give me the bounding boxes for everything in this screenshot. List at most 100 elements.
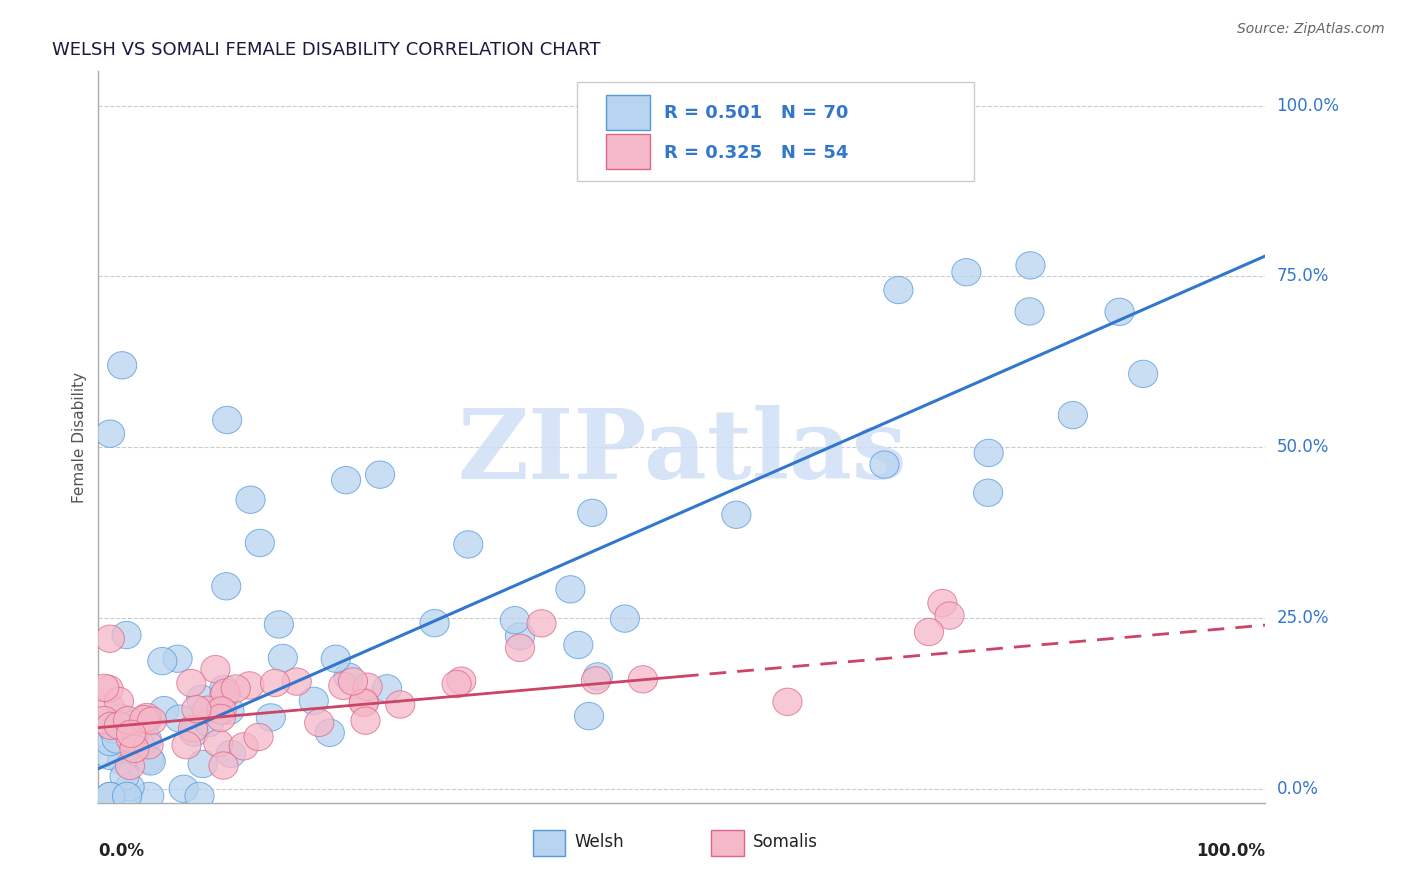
Ellipse shape	[108, 351, 136, 379]
Ellipse shape	[575, 702, 603, 730]
Ellipse shape	[115, 773, 145, 801]
Ellipse shape	[321, 645, 350, 673]
Ellipse shape	[132, 706, 162, 734]
Ellipse shape	[94, 675, 124, 703]
Text: ZIPatlas: ZIPatlas	[457, 405, 907, 499]
Ellipse shape	[96, 625, 125, 652]
Ellipse shape	[447, 667, 475, 694]
Ellipse shape	[914, 618, 943, 646]
Ellipse shape	[112, 782, 142, 810]
Ellipse shape	[229, 732, 259, 760]
Ellipse shape	[125, 731, 155, 759]
Ellipse shape	[129, 706, 159, 732]
Ellipse shape	[138, 707, 166, 734]
Ellipse shape	[204, 730, 233, 757]
Ellipse shape	[245, 723, 273, 750]
Ellipse shape	[578, 500, 607, 526]
Ellipse shape	[96, 693, 124, 721]
Ellipse shape	[245, 529, 274, 557]
Ellipse shape	[96, 742, 125, 770]
FancyBboxPatch shape	[606, 134, 651, 169]
Ellipse shape	[115, 752, 145, 780]
Ellipse shape	[117, 711, 146, 739]
Ellipse shape	[207, 705, 235, 731]
Ellipse shape	[221, 675, 250, 702]
Ellipse shape	[169, 775, 198, 803]
Ellipse shape	[335, 663, 363, 690]
Ellipse shape	[217, 740, 246, 767]
Ellipse shape	[90, 674, 120, 701]
Ellipse shape	[1105, 298, 1135, 326]
Text: Somalis: Somalis	[754, 833, 818, 851]
Ellipse shape	[501, 607, 530, 634]
Text: 0.0%: 0.0%	[98, 842, 145, 860]
Ellipse shape	[193, 696, 222, 723]
Ellipse shape	[207, 697, 236, 724]
Ellipse shape	[148, 648, 177, 674]
Ellipse shape	[96, 729, 125, 756]
Ellipse shape	[352, 707, 380, 734]
Ellipse shape	[104, 712, 134, 739]
Ellipse shape	[236, 486, 266, 514]
Ellipse shape	[180, 719, 208, 747]
Text: 25.0%: 25.0%	[1277, 609, 1329, 627]
Ellipse shape	[136, 747, 166, 775]
FancyBboxPatch shape	[533, 830, 565, 856]
Ellipse shape	[188, 750, 217, 778]
Ellipse shape	[315, 719, 344, 747]
Y-axis label: Female Disability: Female Disability	[72, 371, 87, 503]
Ellipse shape	[441, 671, 471, 698]
Ellipse shape	[172, 731, 201, 759]
Ellipse shape	[90, 706, 120, 734]
Ellipse shape	[212, 407, 242, 434]
Ellipse shape	[118, 723, 148, 750]
Ellipse shape	[120, 735, 149, 763]
Ellipse shape	[117, 725, 145, 753]
Ellipse shape	[135, 746, 165, 773]
Text: Source: ZipAtlas.com: Source: ZipAtlas.com	[1237, 22, 1385, 37]
Ellipse shape	[105, 704, 134, 731]
Ellipse shape	[264, 611, 294, 638]
Ellipse shape	[201, 656, 231, 682]
Ellipse shape	[165, 705, 194, 732]
Ellipse shape	[339, 668, 367, 695]
Ellipse shape	[299, 687, 329, 714]
Ellipse shape	[555, 575, 585, 603]
Ellipse shape	[353, 673, 382, 700]
Ellipse shape	[928, 590, 957, 616]
Ellipse shape	[366, 461, 395, 488]
Text: R = 0.501   N = 70: R = 0.501 N = 70	[665, 104, 849, 122]
Ellipse shape	[135, 782, 165, 810]
Text: Welsh: Welsh	[575, 833, 624, 851]
Ellipse shape	[870, 451, 898, 478]
Ellipse shape	[305, 709, 333, 737]
Ellipse shape	[98, 715, 128, 743]
FancyBboxPatch shape	[576, 82, 973, 181]
Ellipse shape	[1129, 360, 1157, 387]
Ellipse shape	[179, 715, 208, 742]
Ellipse shape	[110, 763, 139, 790]
FancyBboxPatch shape	[606, 95, 651, 130]
Ellipse shape	[209, 752, 238, 780]
Text: 75.0%: 75.0%	[1277, 268, 1329, 285]
Ellipse shape	[349, 690, 378, 716]
Ellipse shape	[454, 531, 482, 558]
Ellipse shape	[108, 747, 136, 775]
Ellipse shape	[973, 479, 1002, 507]
Ellipse shape	[149, 697, 179, 723]
Ellipse shape	[628, 665, 658, 693]
Ellipse shape	[104, 688, 134, 714]
Ellipse shape	[332, 467, 360, 494]
Ellipse shape	[112, 622, 141, 648]
Ellipse shape	[97, 712, 125, 739]
Ellipse shape	[132, 704, 162, 731]
Ellipse shape	[209, 681, 239, 709]
Ellipse shape	[269, 644, 298, 672]
Ellipse shape	[385, 690, 415, 718]
Ellipse shape	[1015, 298, 1045, 325]
Ellipse shape	[1017, 252, 1045, 279]
Ellipse shape	[112, 782, 142, 810]
Ellipse shape	[186, 782, 214, 810]
Ellipse shape	[283, 668, 311, 695]
Ellipse shape	[610, 605, 640, 632]
